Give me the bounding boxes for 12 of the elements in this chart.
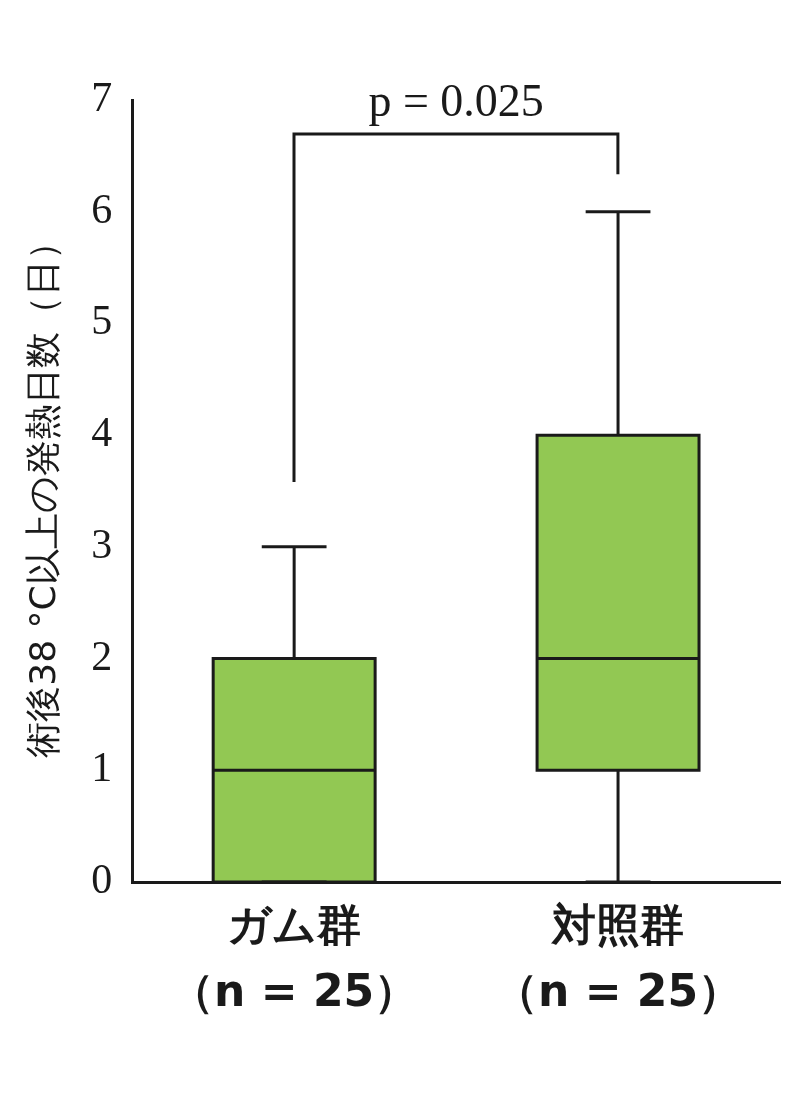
y-tick-label: 3 [91,520,113,567]
x-tick-label: 対照群（n = 25） [494,899,743,1017]
x-tick-label: ガム群（n = 25） [170,899,419,1017]
y-axis-title: 術後38 °C以上の発熱日数（日） [21,224,63,758]
annotation: p = 0.025 [368,74,544,126]
y-tick-label: 4 [91,409,113,456]
y-tick-label: 7 [91,74,113,121]
y-tick-label: 1 [91,744,113,791]
y-tick-label: 5 [91,297,113,344]
y-tick-label: 0 [91,856,113,903]
y-tick-label: 2 [91,632,113,679]
y-tick-label: 6 [91,185,113,232]
